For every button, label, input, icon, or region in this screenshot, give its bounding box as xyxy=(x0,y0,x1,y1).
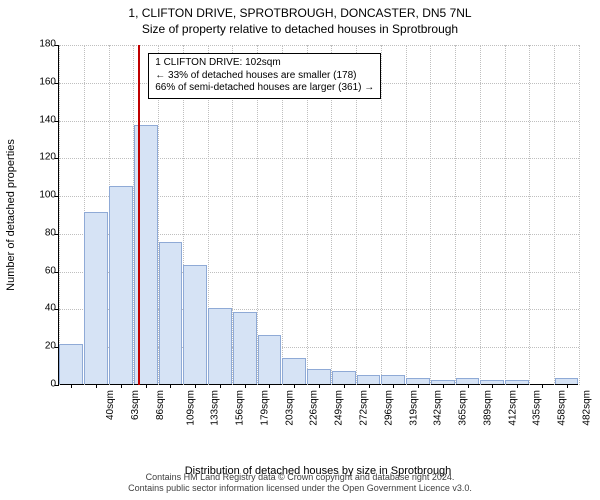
title-line1: 1, CLIFTON DRIVE, SPROTBROUGH, DONCASTER… xyxy=(0,6,600,20)
plot-area: Number of detached properties 0204060801… xyxy=(58,45,578,385)
ytick-label: 40 xyxy=(45,303,56,314)
histogram-bar xyxy=(84,212,108,384)
xtick-mark xyxy=(71,384,72,388)
xtick-label: 272sqm xyxy=(359,390,370,426)
ytick-label: 80 xyxy=(45,227,56,238)
xtick-label: 203sqm xyxy=(284,390,295,426)
xtick-label: 40sqm xyxy=(105,390,116,420)
ytick-label: 180 xyxy=(39,39,56,50)
grid-line-v xyxy=(455,45,456,385)
xtick-mark xyxy=(294,384,295,388)
histogram-bar xyxy=(159,242,183,384)
xtick-label: 226sqm xyxy=(309,390,320,426)
xtick-label: 86sqm xyxy=(155,390,166,420)
xtick-mark xyxy=(319,384,320,388)
xtick-mark xyxy=(121,384,122,388)
grid-line-v xyxy=(430,45,431,385)
chart-area: Number of detached properties 0204060801… xyxy=(58,45,578,415)
histogram-bar xyxy=(381,375,405,384)
ytick-label: 0 xyxy=(50,379,56,390)
xtick-mark xyxy=(96,384,97,388)
grid-line-v xyxy=(529,45,530,385)
xtick-label: 133sqm xyxy=(210,390,221,426)
ytick-label: 60 xyxy=(45,265,56,276)
chart-titles: 1, CLIFTON DRIVE, SPROTBROUGH, DONCASTER… xyxy=(0,0,600,36)
xtick-mark xyxy=(468,384,469,388)
xtick-label: 435sqm xyxy=(532,390,543,426)
grid-line-h xyxy=(59,121,579,122)
xtick-mark xyxy=(369,384,370,388)
annotation-line1: 1 CLIFTON DRIVE: 102sqm xyxy=(155,57,374,70)
xtick-label: 319sqm xyxy=(408,390,419,426)
xtick-mark xyxy=(146,384,147,388)
xtick-mark xyxy=(393,384,394,388)
reference-line xyxy=(138,45,140,385)
histogram-bar xyxy=(282,358,306,384)
xtick-label: 296sqm xyxy=(383,390,394,426)
ytick-label: 120 xyxy=(39,152,56,163)
histogram-bar xyxy=(109,186,133,384)
grid-line-v xyxy=(579,45,580,385)
ytick-label: 140 xyxy=(39,114,56,125)
histogram-bar xyxy=(208,308,232,384)
xtick-label: 179sqm xyxy=(260,390,271,426)
xtick-label: 249sqm xyxy=(334,390,345,426)
histogram-bar xyxy=(183,265,207,384)
ytick-label: 20 xyxy=(45,341,56,352)
annotation-line2: ← 33% of detached houses are smaller (17… xyxy=(155,70,374,83)
footer-line1: Contains HM Land Registry data © Crown c… xyxy=(0,472,600,483)
grid-line-v xyxy=(406,45,407,385)
ytick-label: 160 xyxy=(39,76,56,87)
histogram-bar xyxy=(307,369,331,384)
xtick-label: 389sqm xyxy=(482,390,493,426)
xtick-label: 412sqm xyxy=(507,390,518,426)
grid-line-h xyxy=(59,45,579,46)
xtick-label: 63sqm xyxy=(130,390,141,420)
histogram-bar xyxy=(233,312,257,384)
grid-line-v xyxy=(480,45,481,385)
grid-line-v xyxy=(59,45,60,385)
y-axis-label: Number of detached properties xyxy=(5,139,17,291)
xtick-label: 342sqm xyxy=(433,390,444,426)
annotation-line3: 66% of semi-detached houses are larger (… xyxy=(155,82,374,95)
xtick-label: 156sqm xyxy=(235,390,246,426)
xtick-label: 365sqm xyxy=(458,390,469,426)
title-line2: Size of property relative to detached ho… xyxy=(0,22,600,36)
xtick-mark xyxy=(269,384,270,388)
footer-line2: Contains public sector information licen… xyxy=(0,483,600,494)
xtick-label: 109sqm xyxy=(185,390,196,426)
footer-attribution: Contains HM Land Registry data © Crown c… xyxy=(0,472,600,494)
xtick-mark xyxy=(542,384,543,388)
xtick-mark xyxy=(170,384,171,388)
xtick-mark xyxy=(443,384,444,388)
annotation-box: 1 CLIFTON DRIVE: 102sqm← 33% of detached… xyxy=(148,53,381,99)
xtick-mark xyxy=(220,384,221,388)
xtick-mark xyxy=(195,384,196,388)
xtick-mark xyxy=(517,384,518,388)
grid-line-v xyxy=(505,45,506,385)
xtick-label: 482sqm xyxy=(581,390,592,426)
xtick-mark xyxy=(344,384,345,388)
xtick-mark xyxy=(245,384,246,388)
histogram-bar xyxy=(332,371,356,384)
histogram-bar xyxy=(357,375,381,384)
histogram-bar xyxy=(258,335,282,384)
xtick-mark xyxy=(418,384,419,388)
histogram-bar xyxy=(59,344,83,384)
xtick-mark xyxy=(567,384,568,388)
xtick-mark xyxy=(492,384,493,388)
ytick-label: 100 xyxy=(39,190,56,201)
grid-line-v xyxy=(554,45,555,385)
xtick-label: 458sqm xyxy=(557,390,568,426)
